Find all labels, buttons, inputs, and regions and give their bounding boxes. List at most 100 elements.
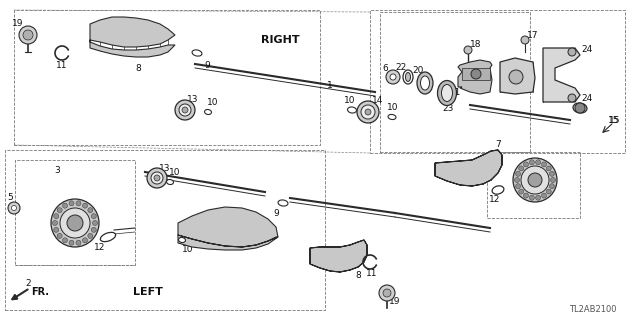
Circle shape [365, 109, 371, 115]
Ellipse shape [403, 70, 413, 84]
Polygon shape [458, 60, 492, 94]
Text: 13: 13 [188, 94, 199, 103]
Circle shape [83, 203, 88, 208]
Circle shape [361, 105, 375, 119]
Circle shape [524, 162, 529, 167]
Circle shape [88, 208, 93, 213]
Text: 3: 3 [54, 165, 60, 174]
Circle shape [568, 94, 576, 102]
Circle shape [83, 238, 88, 243]
Text: 6: 6 [382, 63, 388, 73]
Ellipse shape [388, 115, 396, 120]
Text: 10: 10 [182, 245, 194, 254]
Circle shape [383, 289, 391, 297]
Circle shape [179, 104, 191, 116]
Circle shape [529, 195, 534, 200]
Polygon shape [543, 48, 580, 102]
Circle shape [521, 166, 549, 194]
Circle shape [182, 107, 188, 113]
Text: 16: 16 [542, 85, 554, 94]
Text: 15: 15 [609, 116, 621, 124]
Text: 17: 17 [527, 30, 539, 39]
Circle shape [8, 202, 20, 214]
Text: 22: 22 [396, 62, 406, 71]
Circle shape [386, 70, 400, 84]
Text: 5: 5 [7, 193, 13, 202]
Circle shape [52, 220, 58, 226]
Text: LEFT: LEFT [133, 287, 163, 297]
Circle shape [69, 201, 74, 206]
Circle shape [529, 160, 534, 165]
Ellipse shape [100, 232, 116, 242]
Text: 13: 13 [159, 164, 171, 172]
Text: 11: 11 [366, 269, 378, 278]
Circle shape [471, 69, 481, 79]
Circle shape [464, 46, 472, 54]
Polygon shape [310, 240, 367, 272]
Circle shape [513, 158, 557, 202]
Polygon shape [500, 58, 535, 94]
Circle shape [509, 70, 523, 84]
Text: 19: 19 [12, 19, 24, 28]
Circle shape [379, 285, 395, 301]
Circle shape [528, 173, 542, 187]
Text: 18: 18 [470, 39, 482, 49]
Polygon shape [90, 17, 175, 57]
Text: 7: 7 [495, 140, 501, 148]
Circle shape [175, 100, 195, 120]
Ellipse shape [278, 200, 288, 206]
Text: 8: 8 [355, 271, 361, 281]
Circle shape [541, 162, 547, 167]
Ellipse shape [179, 237, 186, 243]
Ellipse shape [492, 186, 504, 194]
Circle shape [516, 184, 520, 189]
Circle shape [390, 74, 396, 80]
Circle shape [518, 189, 524, 194]
Circle shape [57, 233, 62, 238]
Circle shape [19, 26, 37, 44]
Text: 1: 1 [327, 81, 333, 90]
Text: TL2AB2100: TL2AB2100 [569, 306, 617, 315]
Circle shape [67, 215, 83, 231]
Text: FR.: FR. [31, 287, 49, 297]
Circle shape [54, 227, 59, 232]
Text: 4: 4 [515, 165, 521, 174]
Ellipse shape [348, 107, 356, 113]
Text: 20: 20 [412, 66, 424, 75]
Circle shape [63, 238, 67, 243]
Circle shape [547, 189, 551, 194]
Text: 21: 21 [449, 87, 461, 97]
Text: 12: 12 [490, 196, 500, 204]
Circle shape [60, 208, 90, 238]
Circle shape [550, 178, 556, 182]
Text: 12: 12 [94, 243, 106, 252]
Circle shape [23, 30, 33, 40]
Ellipse shape [417, 72, 433, 94]
Text: 8: 8 [135, 63, 141, 73]
Ellipse shape [438, 81, 456, 106]
Circle shape [357, 101, 379, 123]
Circle shape [524, 193, 529, 198]
Text: 24: 24 [581, 93, 593, 102]
Circle shape [568, 48, 576, 56]
Circle shape [536, 195, 541, 200]
Circle shape [63, 203, 67, 208]
Circle shape [536, 160, 541, 165]
Circle shape [521, 36, 529, 44]
Text: 14: 14 [372, 95, 384, 105]
Text: 15: 15 [608, 116, 620, 124]
Ellipse shape [420, 76, 429, 90]
Circle shape [76, 240, 81, 245]
Circle shape [154, 175, 160, 181]
Circle shape [69, 240, 74, 245]
Circle shape [92, 227, 96, 232]
Ellipse shape [442, 84, 452, 101]
Text: 19: 19 [389, 298, 401, 307]
Circle shape [12, 205, 17, 211]
Text: 10: 10 [387, 102, 399, 111]
Circle shape [57, 208, 62, 213]
Text: RIGHT: RIGHT [260, 35, 300, 45]
Text: 9: 9 [204, 60, 210, 69]
Text: 9: 9 [273, 209, 279, 218]
Ellipse shape [166, 180, 173, 185]
